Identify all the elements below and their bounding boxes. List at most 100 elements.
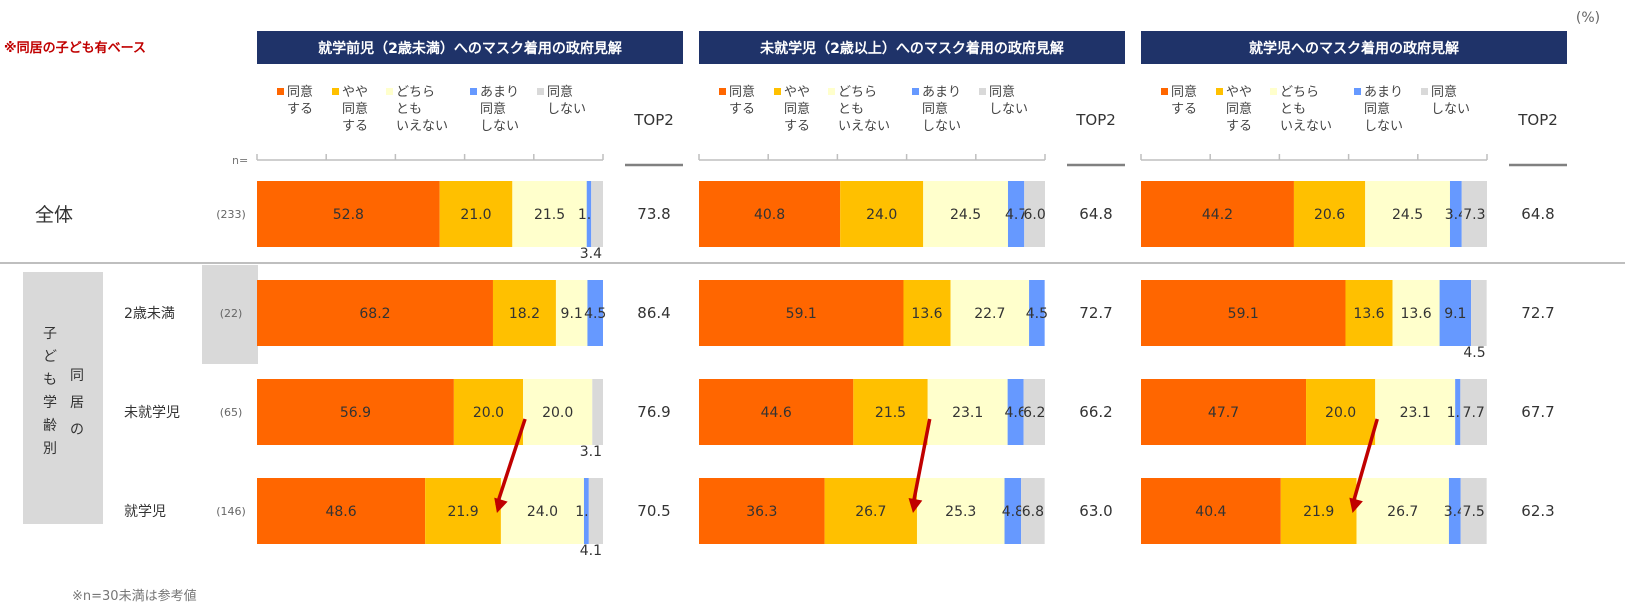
top2-value: 67.7 [1521, 403, 1554, 421]
data-label: 18.2 [509, 306, 540, 322]
row-label: 2歳未満 [124, 306, 175, 322]
data-label: 4.6 [1004, 405, 1026, 421]
data-label: 4.1 [580, 543, 602, 559]
bar-segment [257, 379, 454, 445]
bar-segment [257, 478, 426, 544]
group-label-char: の [70, 422, 84, 438]
bar-segment [453, 379, 524, 445]
bar-segment [699, 181, 841, 247]
data-label: 25.3 [945, 504, 976, 520]
top2-value: 66.2 [1079, 403, 1112, 421]
bar-segment [699, 379, 854, 445]
n-label: n= [232, 154, 248, 167]
group-label-char: 子 [43, 326, 57, 342]
bar-segment [1007, 181, 1025, 247]
data-label: 7.3 [1463, 207, 1485, 223]
legend-label: 同意 [342, 101, 368, 117]
legend-swatch [386, 88, 393, 95]
data-label: 36.3 [746, 504, 777, 520]
data-label: 68.2 [359, 306, 390, 322]
legend-swatch [537, 88, 544, 95]
data-label: 4.8 [1002, 504, 1024, 520]
legend-swatch [1216, 88, 1223, 95]
legend-label: 同意 [1431, 84, 1457, 100]
row-label: 未就学児 [124, 405, 180, 421]
legend-label: 同意 [1364, 101, 1390, 117]
bar-segment [1141, 181, 1294, 247]
data-label: 13.6 [1353, 306, 1384, 322]
legend-swatch [912, 88, 919, 95]
bar-segment [1023, 379, 1045, 445]
trend-arrow-head [494, 497, 508, 513]
data-label: 7.5 [1463, 504, 1485, 520]
data-label: 24.0 [866, 207, 897, 223]
bar-segment [1306, 379, 1376, 445]
legend-swatch [828, 88, 835, 95]
bar-segment [1365, 181, 1450, 247]
bar-segment [840, 181, 924, 247]
bar-segment [257, 280, 493, 346]
legend-label: どちら [1280, 85, 1319, 100]
legend-label: あまり [1364, 85, 1403, 100]
legend-swatch [719, 88, 726, 95]
data-label: 40.8 [754, 207, 785, 223]
group-label-char: 齢 [43, 418, 57, 434]
bar-segment [1449, 181, 1462, 247]
legend-label: 同意 [480, 101, 506, 117]
row-label: 全体 [35, 204, 73, 226]
data-label: 59.1 [786, 306, 817, 322]
group-label-char: ど [43, 349, 57, 365]
top2-value: 64.8 [1521, 205, 1554, 223]
legend-label: あまり [480, 85, 519, 100]
bar-segment [1007, 379, 1024, 445]
data-label: 9.1 [1444, 306, 1466, 322]
group-label-char: 別 [43, 441, 57, 457]
legend-swatch [1270, 88, 1277, 95]
bar-segment [927, 379, 1008, 445]
legend-label: する [784, 119, 810, 134]
bar-segment [257, 181, 440, 247]
legend-label: する [1171, 102, 1197, 117]
top2-value: 62.3 [1521, 502, 1554, 520]
bar-segment [1293, 181, 1366, 247]
bar-segment [1455, 379, 1461, 445]
row-n: (22) [220, 307, 243, 320]
base-note: ※同居の子ども有ベース [4, 40, 146, 56]
top2-header: TOP2 [1075, 111, 1116, 129]
group-label-char: 学 [43, 395, 57, 411]
legend-swatch [470, 88, 477, 95]
data-label: 44.2 [1202, 207, 1233, 223]
top2-value: 76.9 [637, 403, 670, 421]
row-label: 就学児 [124, 504, 166, 520]
top2-header: TOP2 [633, 111, 674, 129]
bar-segment [1461, 181, 1487, 247]
panel-title: 就学前児（2歳未満）へのマスク着用の政府見解 [318, 40, 622, 57]
legend-label: 同意 [989, 84, 1015, 100]
bar-segment [587, 280, 603, 346]
data-label: 4.5 [584, 306, 606, 322]
data-label: 59.1 [1228, 306, 1259, 322]
bar-segment [923, 181, 1008, 247]
bar-segment [523, 379, 593, 445]
trend-arrow [495, 418, 527, 506]
legend-swatch [979, 88, 986, 95]
bar-segment [1356, 478, 1449, 544]
trend-arrow-head [908, 497, 923, 513]
top2-value: 63.0 [1079, 502, 1112, 520]
data-label: 40.4 [1195, 504, 1226, 520]
bar-segment [903, 280, 951, 346]
small-n-highlight [202, 265, 258, 364]
panel-header [257, 31, 683, 64]
data-label: 24.5 [1392, 207, 1423, 223]
bar-segment [588, 478, 603, 544]
group-label-char: 居 [70, 395, 84, 411]
data-label: 4.5 [1026, 306, 1048, 322]
bar-segment [500, 478, 584, 544]
data-label: 6.2 [1023, 405, 1045, 421]
panel-header [699, 31, 1125, 64]
data-label: 26.7 [855, 504, 886, 520]
group-label-char: も [43, 372, 57, 388]
legend-label: する [729, 102, 755, 117]
legend-swatch [1161, 88, 1168, 95]
bar-segment [512, 181, 587, 247]
